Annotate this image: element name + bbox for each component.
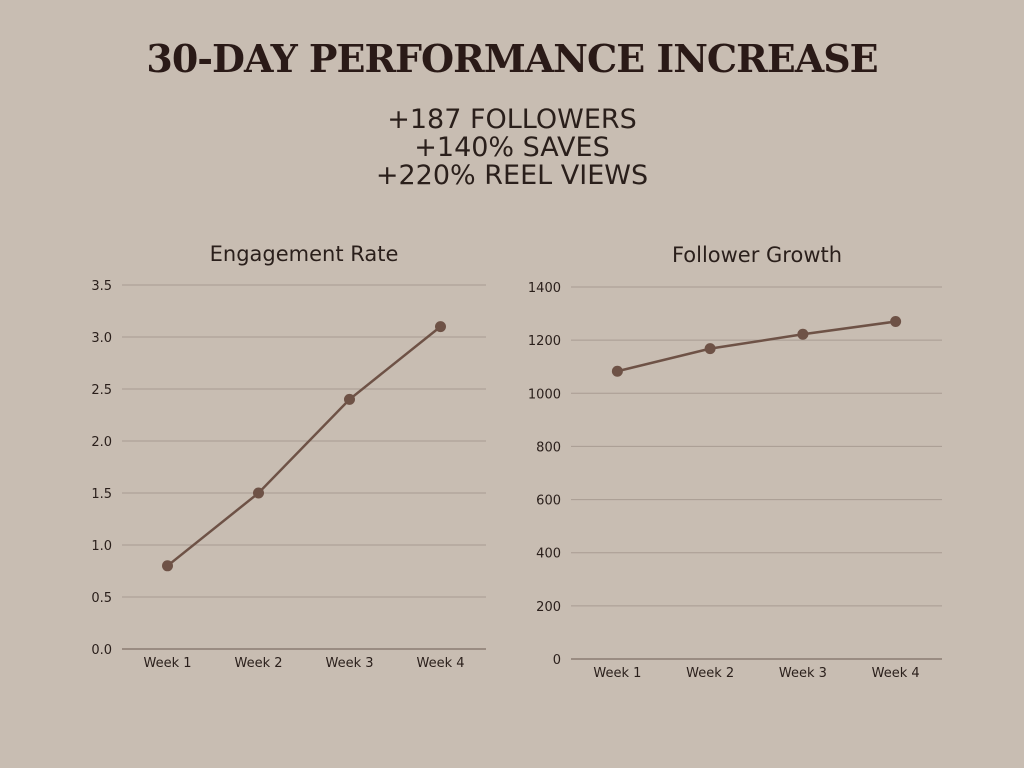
page-title: 30-DAY PERFORMANCE INCREASE — [146, 36, 878, 81]
engagement-y-tick-label: 0.5 — [91, 591, 112, 606]
engagement-y-tick-label: 2.0 — [91, 435, 112, 450]
followers-y-tick-label: 1000 — [528, 387, 561, 402]
followers-data-point — [797, 328, 809, 340]
followers-y-tick-label: 400 — [536, 547, 561, 562]
engagement-chart-title: Engagement Rate — [210, 242, 399, 266]
engagement-series-line — [166, 325, 442, 567]
engagement-x-tick-label: Week 1 — [143, 656, 191, 671]
followers-y-tick-label: 200 — [536, 600, 561, 615]
followers-data-point — [611, 365, 623, 377]
followers-x-tick-label: Week 1 — [593, 666, 641, 681]
followers-y-tick-label: 1200 — [528, 334, 561, 349]
followers-data-point — [704, 343, 716, 355]
followers-y-tick-label: 0 — [553, 653, 561, 668]
engagement-y-tick-label: 3.5 — [91, 279, 112, 294]
engagement-data-point — [162, 560, 173, 572]
engagement-x-tick-label: Week 4 — [416, 656, 464, 671]
followers-chart-title: Follower Growth — [672, 243, 842, 267]
engagement-data-point — [253, 487, 264, 499]
engagement-x-tick-label: Week 3 — [325, 656, 373, 671]
stat-saves: +140% SAVES — [414, 132, 610, 163]
followers-x-tick-label: Week 3 — [779, 666, 827, 681]
followers-x-tick-label: Week 2 — [686, 666, 734, 681]
followers-series-line — [617, 320, 896, 373]
followers-data-point — [890, 316, 902, 328]
engagement-data-point — [435, 321, 446, 333]
followers-y-tick-label: 800 — [536, 440, 561, 455]
stat-followers: +187 FOLLOWERS — [387, 104, 637, 135]
engagement-y-tick-label: 2.5 — [91, 383, 112, 398]
engagement-y-tick-label: 1.5 — [91, 487, 112, 502]
engagement-x-tick-label: Week 2 — [234, 656, 282, 671]
followers-y-tick-label: 600 — [536, 494, 561, 509]
stat-reel-views: +220% REEL VIEWS — [375, 160, 649, 191]
followers-y-tick-label: 1400 — [528, 281, 561, 296]
engagement-data-point — [344, 393, 355, 405]
stats-summary: +187 FOLLOWERS +140% SAVES +220% REEL VI… — [0, 106, 1024, 190]
followers-x-tick-label: Week 4 — [872, 666, 920, 681]
engagement-y-tick-label: 1.0 — [91, 539, 112, 554]
engagement-y-tick-label: 0.0 — [91, 643, 112, 658]
engagement-y-tick-label: 3.0 — [91, 331, 112, 346]
